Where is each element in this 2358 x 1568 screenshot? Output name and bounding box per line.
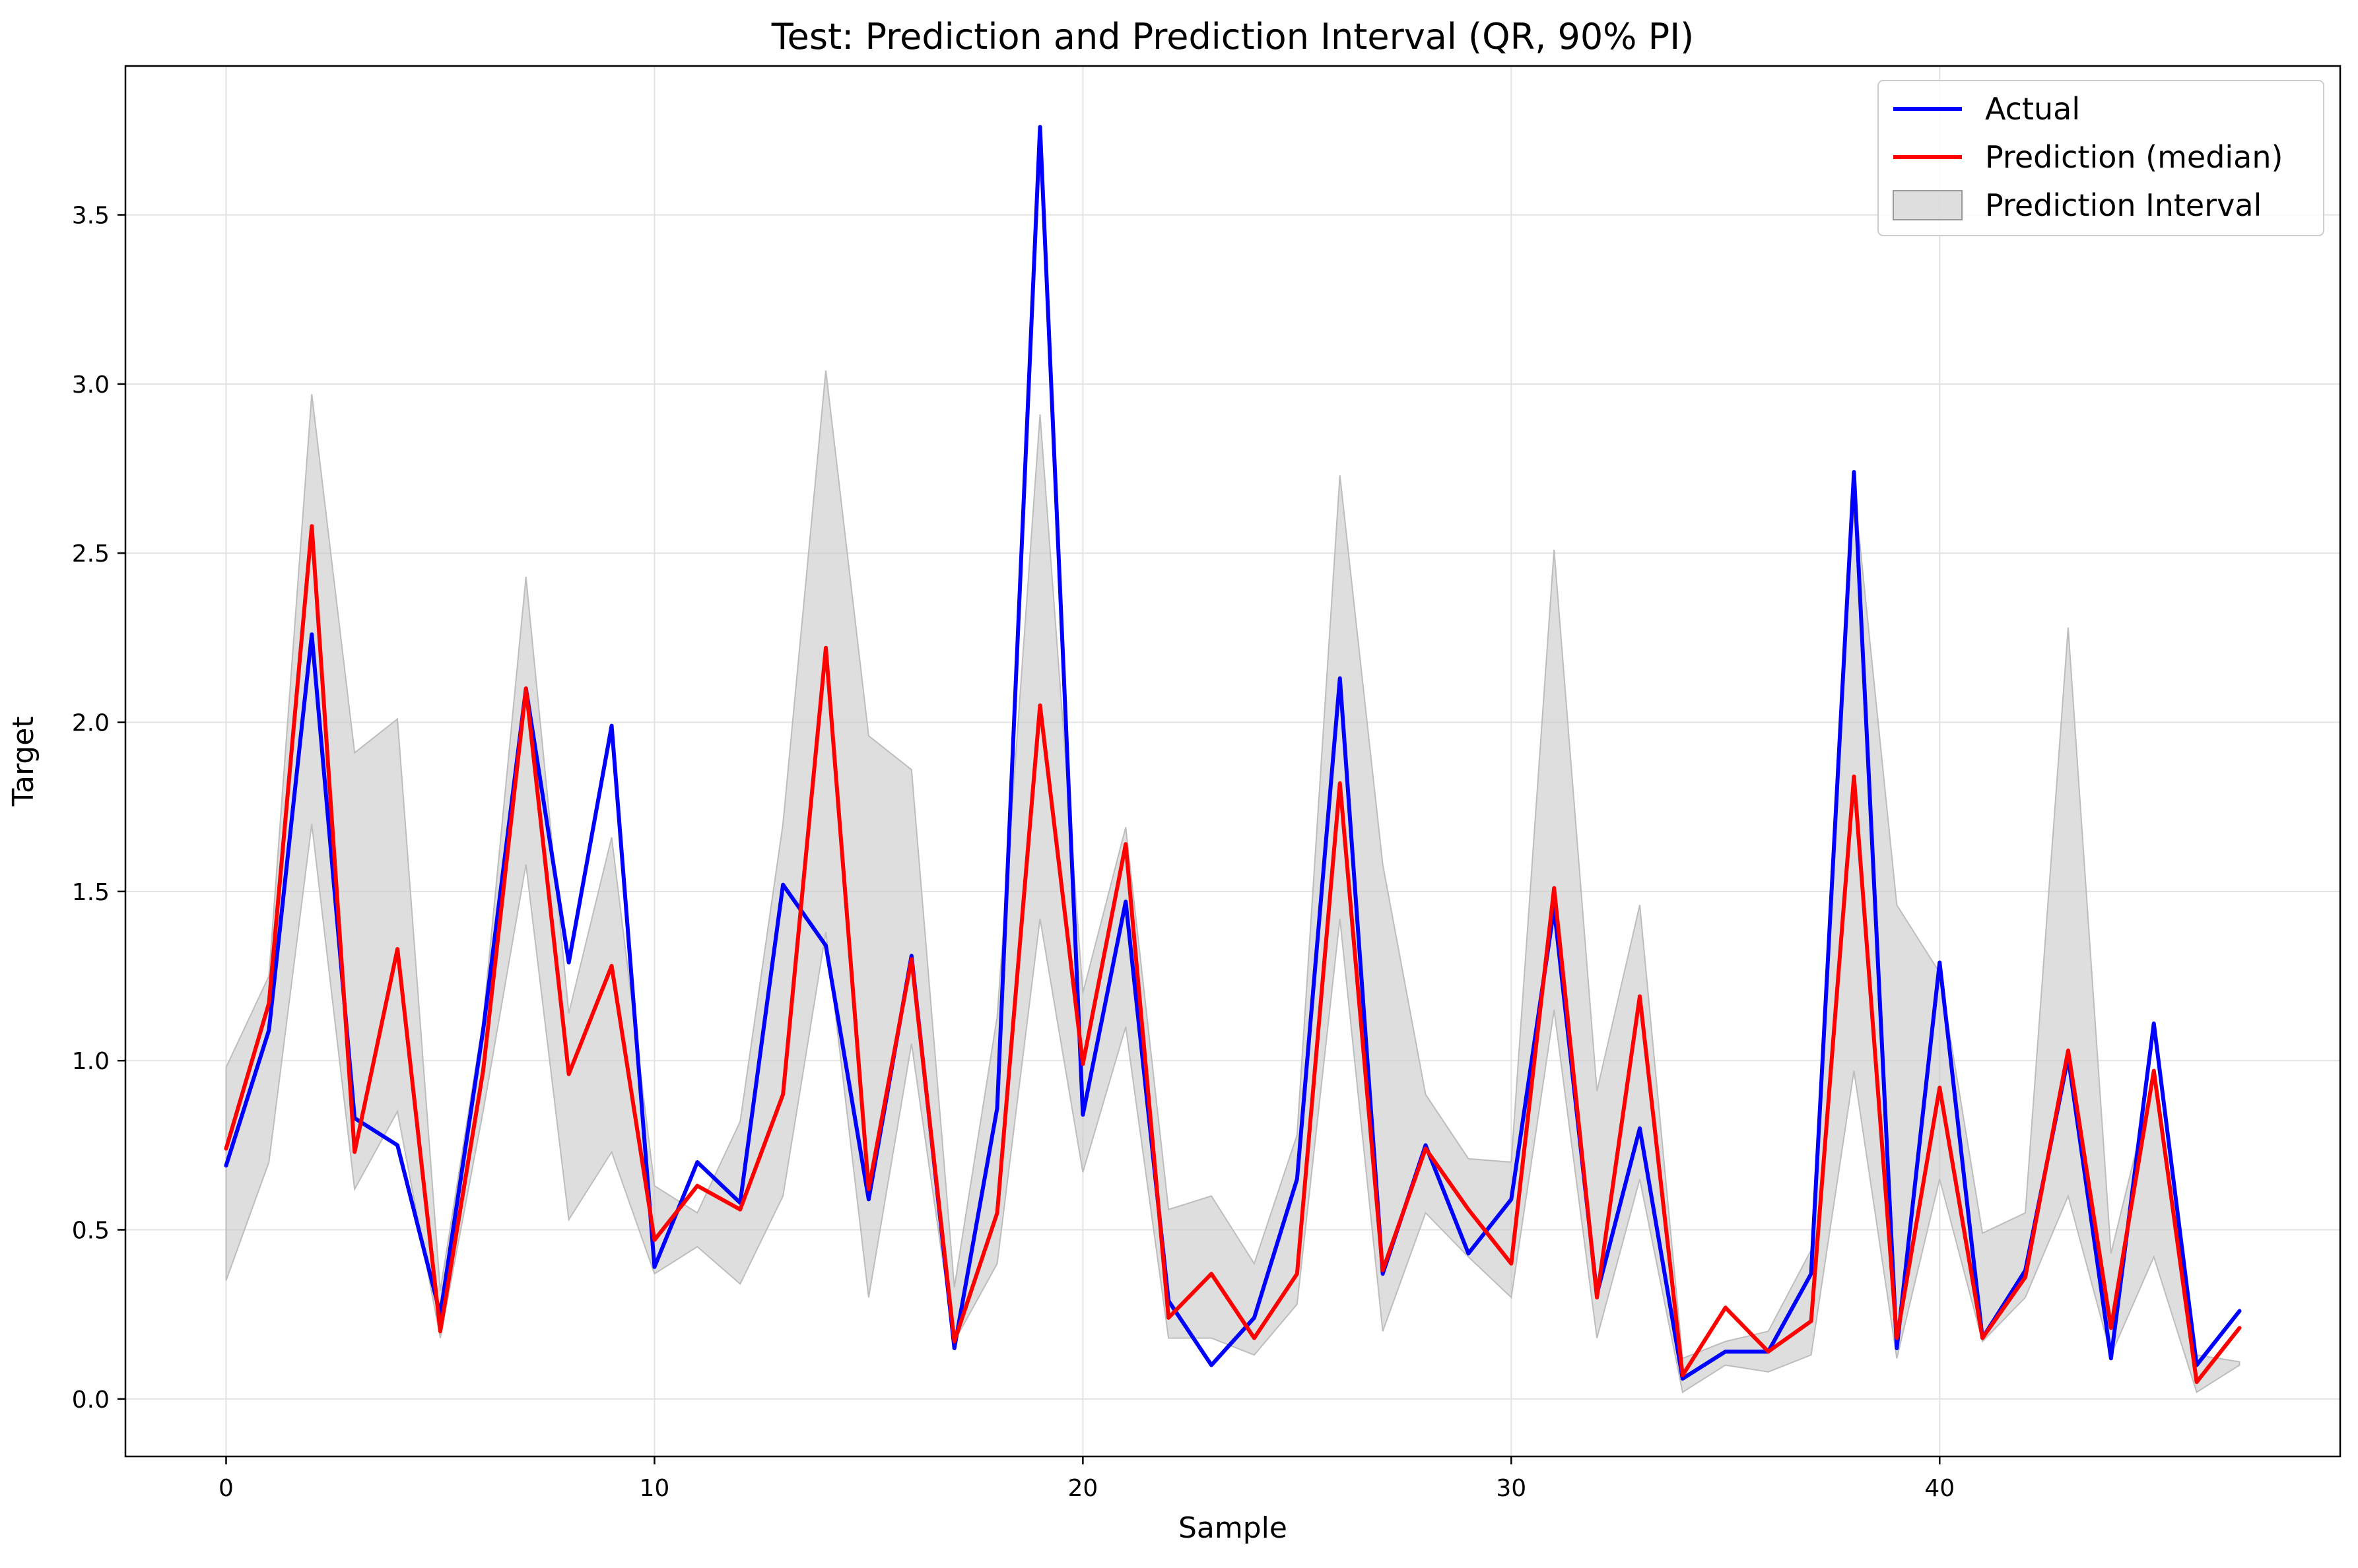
y-tick-label: 2.0 — [72, 710, 110, 737]
interval-layer — [225, 370, 2240, 1394]
actual-series-line — [224, 125, 2242, 1381]
y-tick-label: 2.5 — [72, 540, 110, 568]
plot-frame — [124, 65, 2341, 1458]
legend-label-interval: Prediction Interval — [1985, 187, 2262, 223]
legend: Actual Prediction (median) Prediction In… — [1877, 80, 2324, 236]
y-tick-label: 3.5 — [72, 203, 110, 230]
legend-label-actual: Actual — [1985, 91, 2080, 127]
y-tick-label: 1.5 — [72, 879, 110, 906]
x-tick-label: 0 — [219, 1475, 234, 1502]
tick-layer: 0 10 20 30 40 0.0 0.5 1.0 1.5 2.0 2.5 3.0 3.5 — [72, 203, 1955, 1502]
y-tick-label: 3.0 — [72, 372, 110, 399]
y-tick-label: 0.0 — [72, 1387, 110, 1414]
y-tick-label: 0.5 — [72, 1218, 110, 1245]
chart-title: Test: Prediction and Prediction Interval… — [771, 16, 1694, 57]
x-tick-label: 30 — [1496, 1475, 1526, 1502]
y-axis-label: Target — [7, 716, 40, 806]
prediction-series-line — [224, 524, 2242, 1385]
x-tick-label: 10 — [640, 1475, 670, 1502]
legend-box — [1877, 80, 2324, 236]
legend-swatch-interval — [1893, 190, 1963, 220]
x-tick-label: 20 — [1067, 1475, 1098, 1502]
x-axis-label: Sample — [1178, 1511, 1287, 1545]
series-layer — [224, 125, 2242, 1385]
x-tick-label: 40 — [1924, 1475, 1955, 1502]
grid-layer — [125, 66, 2340, 1456]
prediction-interval-band — [225, 370, 2240, 1394]
y-tick-label: 1.0 — [72, 1048, 110, 1075]
legend-label-prediction: Prediction (median) — [1985, 139, 2283, 175]
